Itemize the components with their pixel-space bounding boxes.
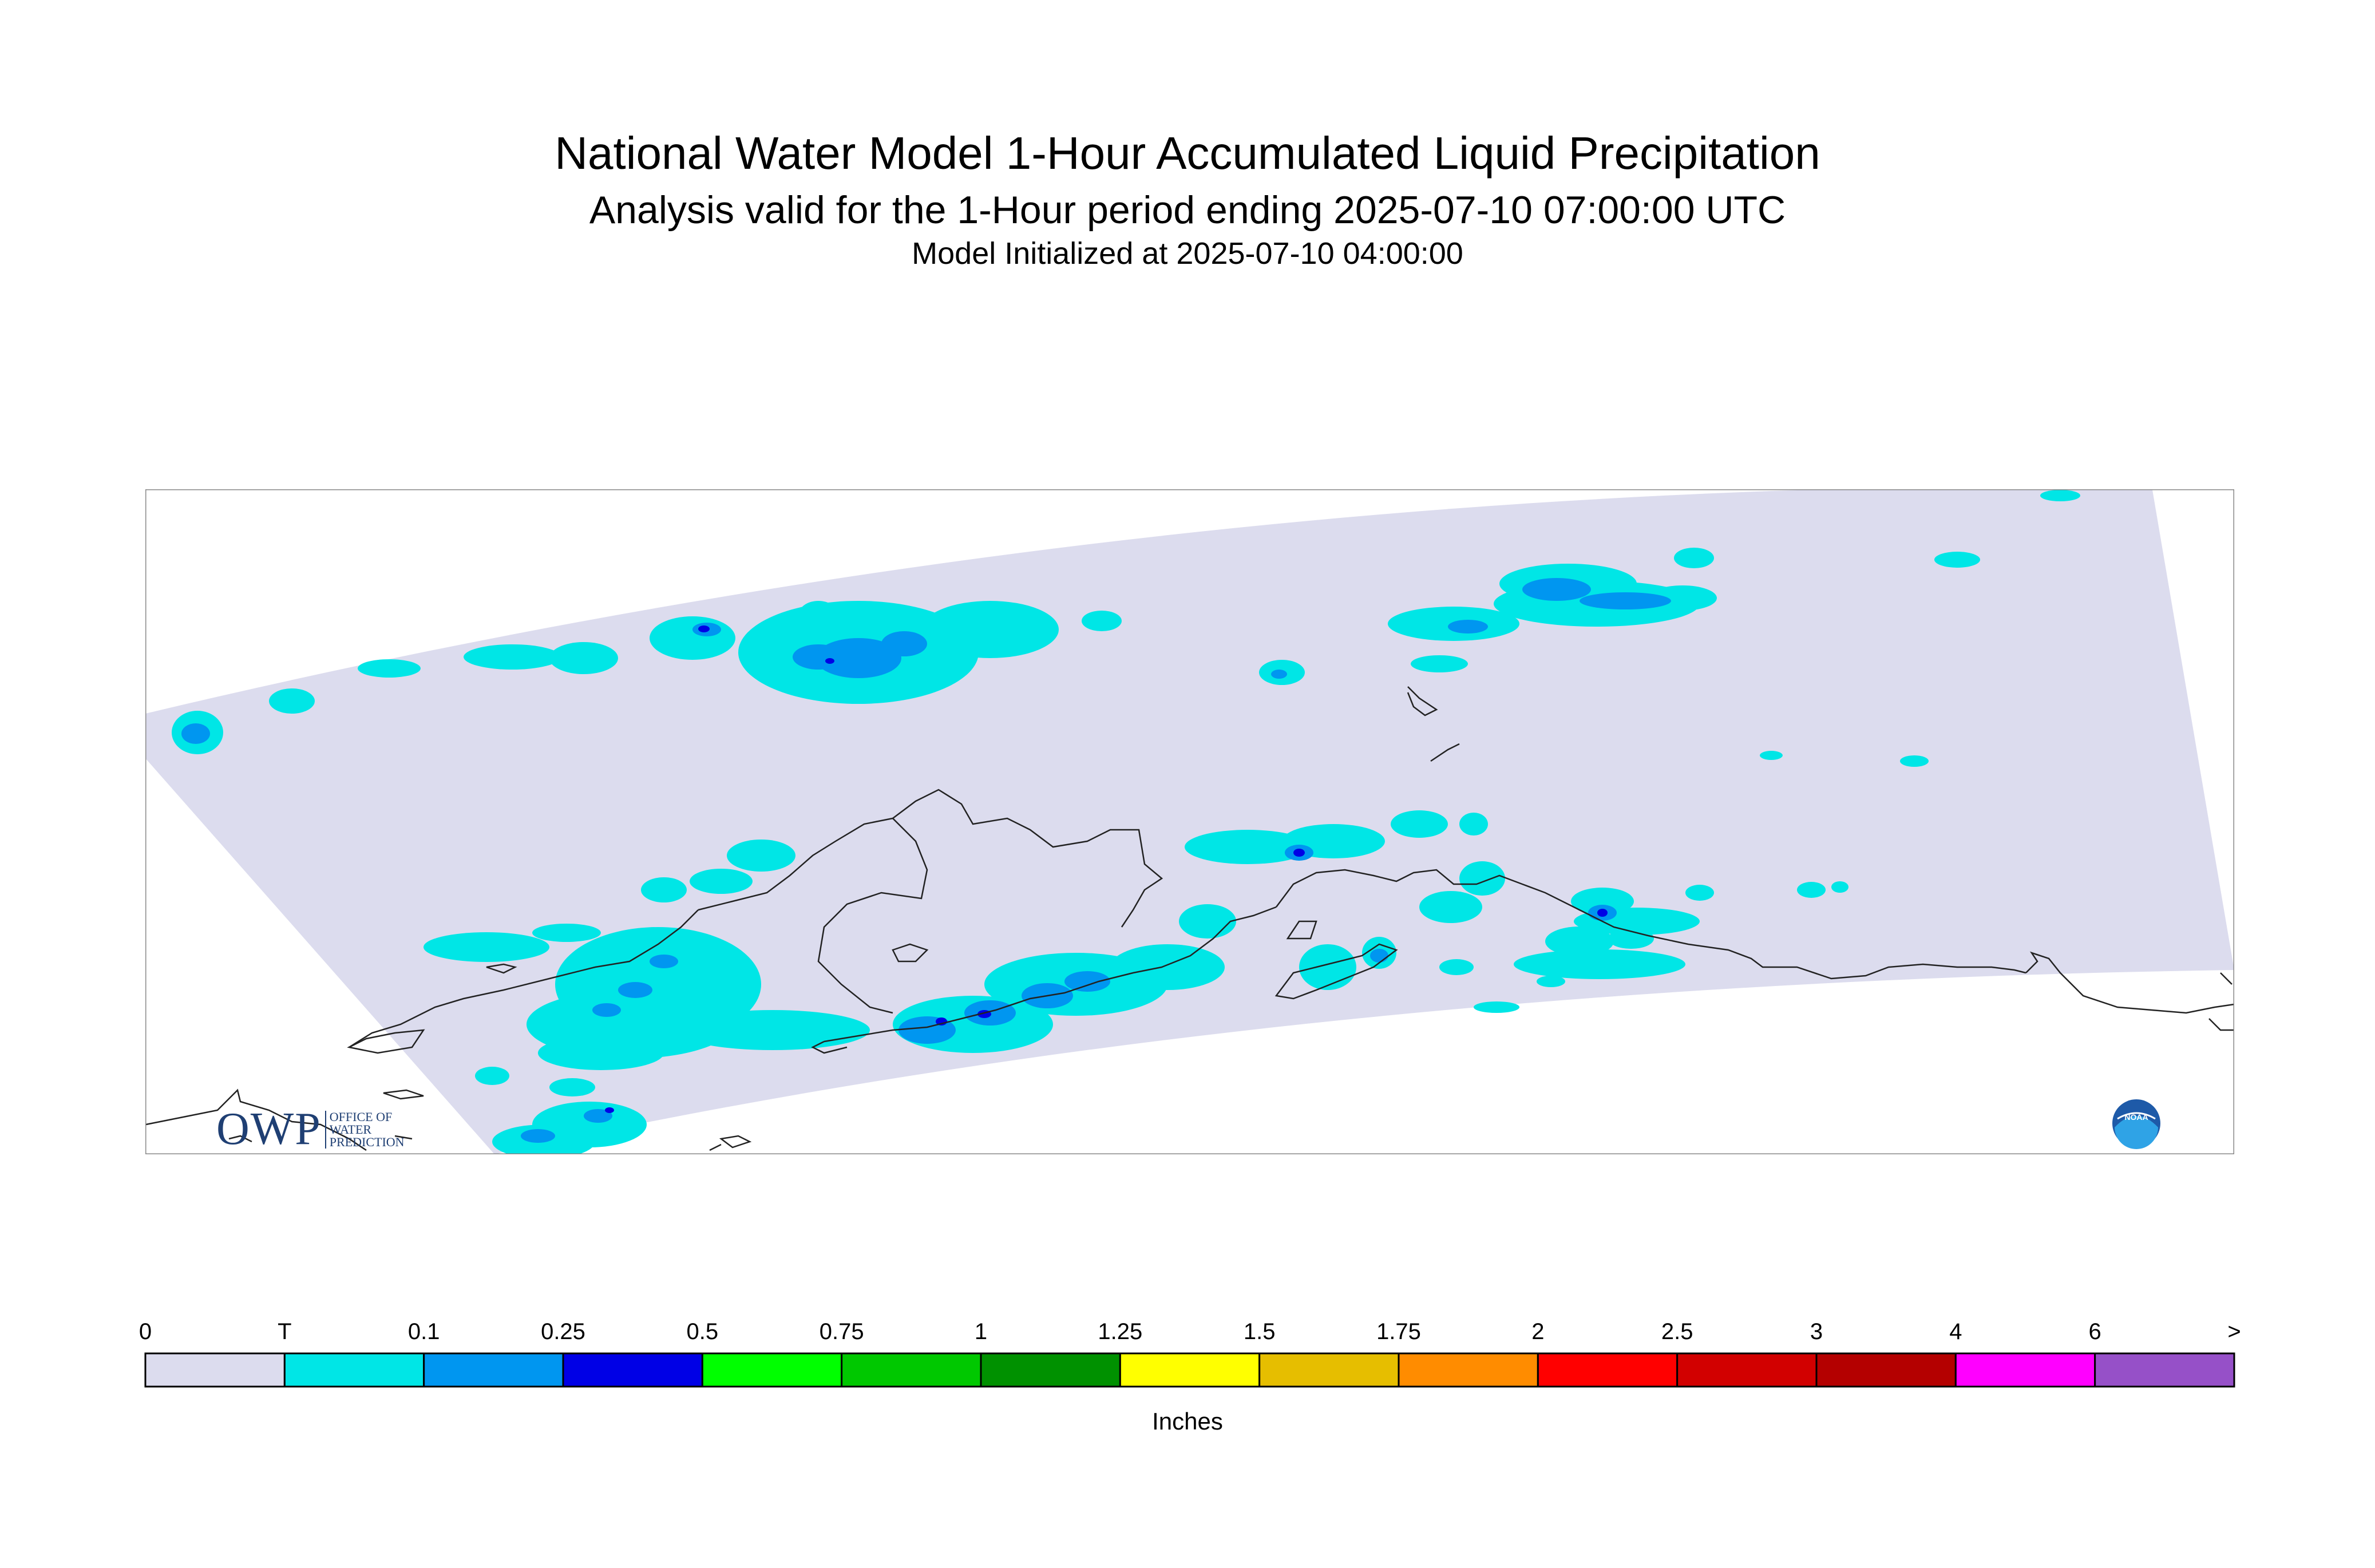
legend-swatch (980, 1352, 1121, 1388)
legend-swatch (1537, 1352, 1679, 1388)
noaa-logo-text: NOAA (2124, 1112, 2148, 1122)
precip-moderate-areas (605, 625, 1608, 1113)
legend-swatch (1398, 1352, 1539, 1388)
model-init-line: Model Initialized at 2025-07-10 04:00:00 (912, 236, 1463, 271)
model-domain (145, 489, 2234, 1154)
legend-swatch (841, 1352, 982, 1388)
legend-colorbar (144, 1352, 2235, 1388)
legend-units: Inches (1152, 1408, 1223, 1435)
legend-swatch (1676, 1352, 1818, 1388)
legend-swatch (1815, 1352, 1957, 1388)
legend-swatch (423, 1352, 564, 1388)
owp-logo-icon: OWP OFFICE OF WATER PREDICTION (216, 1103, 405, 1155)
legend-swatch (701, 1352, 843, 1388)
coastlines (145, 686, 2234, 1151)
legend-swatch (1119, 1352, 1261, 1388)
legend-swatch (562, 1352, 703, 1388)
owp-logo-subtext: OFFICE OF WATER PREDICTION (324, 1110, 405, 1149)
legend-swatch (1954, 1352, 2096, 1388)
map-subtitle: Analysis valid for the 1-Hour period end… (589, 188, 1786, 232)
noaa-logo-icon: NOAA (2112, 1099, 2160, 1149)
map-title: National Water Model 1-Hour Accumulated … (555, 128, 1820, 179)
owp-logo-text: OWP (216, 1104, 322, 1154)
legend-swatch (144, 1352, 286, 1388)
legend-swatch (1258, 1352, 1400, 1388)
legend-swatch (283, 1352, 425, 1388)
legend-swatch (2094, 1352, 2235, 1388)
